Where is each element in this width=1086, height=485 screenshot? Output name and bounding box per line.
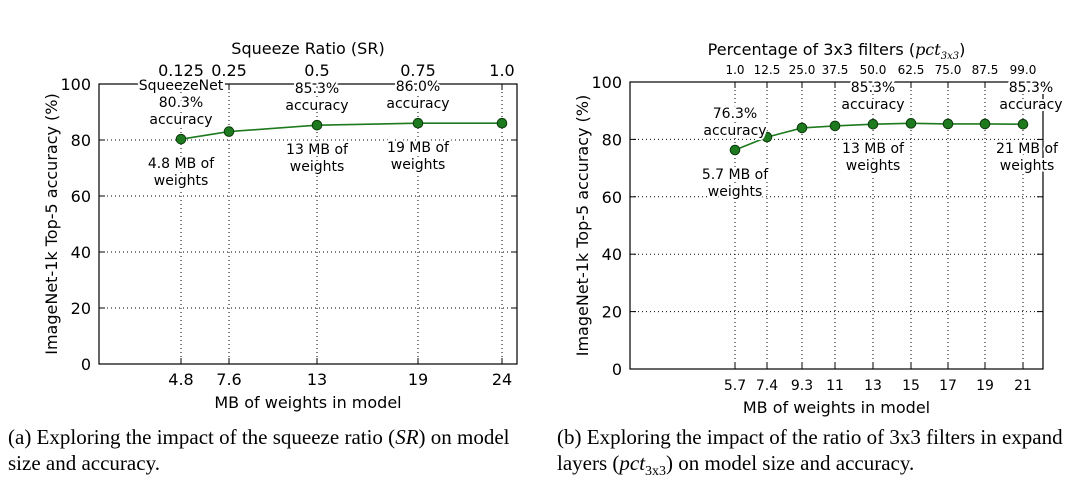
top-tick-label: 37.5 bbox=[822, 63, 849, 77]
top-axis-label: Squeeze Ratio (SR) bbox=[231, 39, 384, 58]
x-tick-label: 15 bbox=[902, 378, 920, 394]
y-tick-label: 0 bbox=[612, 360, 622, 379]
top-tick-label: 62.5 bbox=[898, 63, 925, 77]
x-tick-label: 13 bbox=[307, 370, 327, 389]
top-tick-label: 99.0 bbox=[1010, 63, 1037, 77]
annotation-above-text: 76.3% bbox=[713, 106, 757, 122]
annotation-below-text: weights bbox=[154, 173, 209, 189]
annotation-above-text: accuracy bbox=[285, 98, 348, 114]
annotation-above-text: 86.0% bbox=[396, 79, 440, 95]
top-tick-label: 87.5 bbox=[972, 63, 999, 77]
annotation-above-text: accuracy bbox=[703, 123, 766, 139]
data-point bbox=[496, 117, 508, 129]
annotation-below-text: weights bbox=[391, 157, 446, 173]
top-tick-label: 1.0 bbox=[725, 63, 744, 77]
data-point bbox=[979, 118, 991, 130]
y-tick-label: 60 bbox=[602, 188, 622, 207]
annotation-above-text: 85.3% bbox=[851, 80, 895, 96]
top-tick-label: 0.125 bbox=[158, 61, 204, 80]
data-point bbox=[761, 131, 773, 143]
x-tick-label: 21 bbox=[1014, 378, 1032, 394]
x-tick-label: 7.6 bbox=[216, 370, 241, 389]
data-point bbox=[1017, 118, 1029, 130]
annotation-below-text: weights bbox=[1000, 158, 1055, 174]
annotation-below-text: 13 MB of bbox=[286, 142, 349, 158]
data-point bbox=[175, 133, 187, 145]
annotation-above-text: SqueezeNet bbox=[139, 78, 224, 94]
x-tick-label: 19 bbox=[408, 370, 428, 389]
data-point bbox=[796, 122, 808, 134]
annotation-below-text: 5.7 MB of bbox=[702, 167, 769, 183]
x-tick-label: 4.8 bbox=[168, 370, 193, 389]
top-axis-label: Percentage of 3x3 filters (pct3x3) bbox=[708, 40, 966, 62]
data-point bbox=[412, 117, 424, 129]
annotation-above-text: accuracy bbox=[841, 97, 904, 113]
chart-a: 0 20 40 60 80 100 4.8 7.6 13 19 24 0.125 0.25 0.5 0.75… bbox=[42, 39, 518, 412]
annotation-above-text: 80.3% bbox=[159, 95, 203, 111]
plot-frame bbox=[98, 83, 518, 365]
annotation-below-text: 4.8 MB of bbox=[148, 156, 215, 172]
top-tick-label: 12.5 bbox=[754, 63, 781, 77]
data-point bbox=[942, 118, 954, 130]
annotation-below-text: 19 MB of bbox=[387, 140, 450, 156]
figure: 0 20 40 60 80 100 4.8 7.6 13 19 24 0.125 0.25 0.5 0.75… bbox=[42, 39, 1065, 417]
annotation-below-text: 21 MB of bbox=[996, 141, 1059, 157]
top-tick-label: 0.5 bbox=[304, 61, 329, 80]
y-tick-label: 20 bbox=[71, 299, 91, 318]
annotation-below-text: weights bbox=[290, 159, 345, 175]
top-tick-label: 75.0 bbox=[935, 63, 962, 77]
y-tick-label: 80 bbox=[71, 131, 91, 150]
annotation-above-text: accuracy bbox=[386, 96, 449, 112]
x-axis-label: MB of weights in model bbox=[743, 398, 930, 417]
x-axis-label: MB of weights in model bbox=[214, 393, 401, 412]
annotation-above-text: accuracy bbox=[999, 97, 1062, 113]
y-axis-label: ImageNet-1k Top-5 accuracy (%) bbox=[42, 93, 61, 355]
y-tick-label: 20 bbox=[602, 303, 622, 322]
annotation-above-text: 85.3% bbox=[1009, 80, 1053, 96]
y-tick-label: 100 bbox=[60, 75, 91, 94]
annotation-above-text: 85.3% bbox=[295, 81, 339, 97]
x-tick-label: 5.7 bbox=[724, 378, 746, 394]
top-tick-label: 1.0 bbox=[489, 61, 514, 80]
y-tick-label: 0 bbox=[81, 355, 91, 374]
x-tick-label: 11 bbox=[826, 378, 844, 394]
top-tick-label: 0.75 bbox=[400, 61, 436, 80]
caption-a: (a) Exploring the impact of the squeeze … bbox=[8, 425, 510, 475]
y-tick-label: 40 bbox=[602, 245, 622, 264]
top-tick-label: 0.25 bbox=[211, 61, 247, 80]
y-tick-label: 40 bbox=[71, 243, 91, 262]
x-tick-label: 24 bbox=[492, 370, 512, 389]
top-tick-label: 25.0 bbox=[789, 63, 816, 77]
x-tick-label: 9.3 bbox=[791, 378, 813, 394]
y-axis-label: ImageNet-1k Top-5 accuracy (%) bbox=[573, 95, 592, 357]
annotation-below-text: weights bbox=[846, 158, 901, 174]
y-tick-label: 80 bbox=[602, 130, 622, 149]
annotation-above-text: accuracy bbox=[149, 112, 212, 128]
x-tick-label: 13 bbox=[864, 378, 882, 394]
annotation-below-text: weights bbox=[708, 184, 763, 200]
y-tick-label: 60 bbox=[71, 187, 91, 206]
caption-b: (b) Exploring the impact of the ratio of… bbox=[557, 425, 1063, 480]
data-point bbox=[867, 118, 879, 130]
plot-frame bbox=[629, 81, 1044, 370]
data-point bbox=[829, 120, 841, 132]
x-tick-label: 17 bbox=[939, 378, 957, 394]
chart-b: 0 20 40 60 80 100 5.7 7.4 9.3 11 13 15 17 19 21 1.0 12.5… bbox=[573, 40, 1065, 417]
x-tick-label: 7.4 bbox=[756, 378, 778, 394]
top-tick-label: 50.0 bbox=[860, 63, 887, 77]
y-tick-label: 100 bbox=[591, 73, 622, 92]
data-point bbox=[311, 119, 323, 131]
data-point bbox=[729, 144, 741, 156]
x-tick-label: 19 bbox=[976, 378, 994, 394]
data-point bbox=[223, 126, 235, 137]
annotation-below-text: 13 MB of bbox=[842, 141, 905, 157]
data-point bbox=[905, 118, 917, 129]
